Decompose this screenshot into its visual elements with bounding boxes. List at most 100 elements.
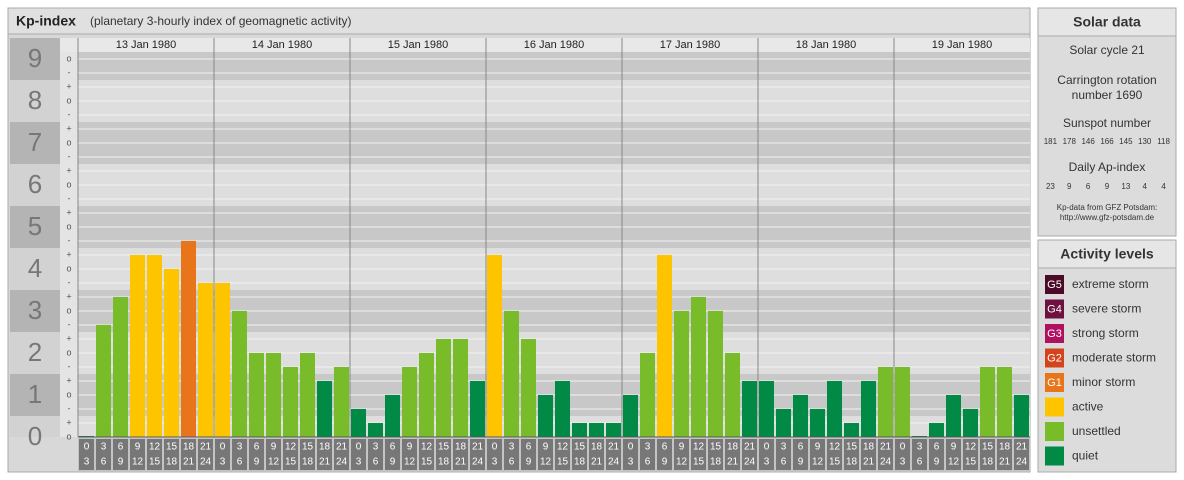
time-slot-end: 15 bbox=[557, 457, 569, 468]
y-tick-label: 0 bbox=[28, 421, 42, 451]
time-slot-end: 12 bbox=[404, 457, 416, 468]
kp-bar bbox=[929, 423, 944, 437]
kp-mark-band bbox=[60, 290, 78, 332]
time-slot-start: 6 bbox=[254, 442, 260, 453]
time-slot-box bbox=[300, 439, 315, 470]
legend-swatch bbox=[1045, 348, 1064, 368]
time-slot-box bbox=[793, 439, 808, 470]
sunspots-value: 178 bbox=[1063, 137, 1077, 146]
title-bar bbox=[7, 7, 1031, 35]
time-slot-box bbox=[419, 439, 434, 470]
time-slot-box bbox=[946, 439, 961, 470]
time-slot-end: 15 bbox=[965, 457, 977, 468]
kp-bar bbox=[861, 381, 876, 437]
kp-mark-label: o bbox=[66, 305, 71, 315]
sunspots-value: 118 bbox=[1157, 137, 1170, 146]
time-slot-end: 15 bbox=[285, 457, 297, 468]
kp-band bbox=[78, 416, 1030, 437]
time-slot-start: 9 bbox=[135, 442, 141, 453]
ap-value: 23 bbox=[1046, 182, 1055, 191]
time-slot-box bbox=[895, 439, 910, 470]
legend-badge: G1 bbox=[1047, 377, 1062, 389]
kp-bar bbox=[657, 255, 672, 437]
time-slot-box bbox=[487, 439, 502, 470]
time-slot-start: 12 bbox=[965, 442, 977, 453]
time-slot-end: 24 bbox=[200, 457, 212, 468]
time-slot-start: 15 bbox=[846, 442, 858, 453]
time-slot-box bbox=[742, 439, 757, 470]
legend-label: quiet bbox=[1072, 449, 1099, 463]
time-slot-end: 21 bbox=[999, 457, 1011, 468]
time-slot-end: 6 bbox=[645, 457, 651, 468]
ap-value: 13 bbox=[1121, 182, 1130, 191]
time-slot-end: 24 bbox=[744, 457, 756, 468]
date-label: 18 Jan 1980 bbox=[796, 39, 857, 51]
kp-mark-label: o bbox=[66, 137, 71, 147]
kp-bar bbox=[980, 366, 995, 437]
time-slot-end: 21 bbox=[455, 457, 467, 468]
time-slot-box bbox=[266, 439, 281, 470]
kp-bar bbox=[300, 353, 315, 437]
ap-value: 9 bbox=[1067, 182, 1072, 191]
time-slot-end: 6 bbox=[781, 457, 787, 468]
kp-mark-band bbox=[60, 374, 78, 416]
time-slot-start: 12 bbox=[421, 442, 433, 453]
time-slot-start: 12 bbox=[829, 442, 841, 453]
legend-label: active bbox=[1072, 400, 1104, 414]
time-slot-start: 21 bbox=[200, 442, 212, 453]
time-slot-end: 3 bbox=[628, 457, 634, 468]
kp-bar bbox=[997, 366, 1012, 437]
kp-bar bbox=[419, 353, 434, 437]
time-slot-box bbox=[912, 439, 927, 470]
solar-title: Solar data bbox=[1073, 14, 1141, 30]
kp-mark-label: o bbox=[66, 179, 71, 189]
kp-mark-label: o bbox=[66, 431, 71, 441]
time-slot-start: 0 bbox=[764, 442, 770, 453]
time-slot-end: 24 bbox=[608, 457, 620, 468]
ap-value: 4 bbox=[1161, 182, 1166, 191]
time-slot-start: 9 bbox=[407, 442, 413, 453]
kp-mark-band bbox=[60, 164, 78, 206]
kp-bar bbox=[232, 311, 247, 437]
kp-mark-label: o bbox=[66, 221, 71, 231]
time-slot-start: 15 bbox=[302, 442, 314, 453]
legend-swatch bbox=[1045, 275, 1064, 294]
kp-mark-label: + bbox=[66, 123, 71, 133]
kp-label-band bbox=[10, 80, 60, 122]
kp-bar bbox=[946, 395, 961, 437]
time-slot-end: 9 bbox=[118, 457, 124, 468]
time-slot-end: 18 bbox=[574, 457, 586, 468]
ap-value: 6 bbox=[1086, 182, 1091, 191]
time-slot-box bbox=[810, 439, 825, 470]
kp-bar bbox=[385, 395, 400, 437]
kp-mark-label: + bbox=[66, 333, 71, 343]
time-slot-start: 9 bbox=[815, 442, 821, 453]
time-slot-start: 15 bbox=[166, 442, 178, 453]
kp-mark-label: + bbox=[66, 81, 71, 91]
kp-mark-band bbox=[60, 206, 78, 248]
kp-bar bbox=[572, 423, 587, 437]
kp-bar bbox=[521, 339, 536, 437]
legend-label: unsettled bbox=[1072, 424, 1121, 438]
sunspot-title: Sunspot number bbox=[1063, 116, 1151, 130]
time-slot-box bbox=[130, 439, 145, 470]
kp-mark-band bbox=[60, 416, 78, 437]
time-slot-start: 15 bbox=[574, 442, 586, 453]
time-slot-box bbox=[708, 439, 723, 470]
legend-swatch bbox=[1045, 446, 1064, 466]
date-header bbox=[60, 38, 1030, 52]
kp-bar bbox=[215, 282, 230, 437]
y-tick-label: 7 bbox=[28, 127, 42, 157]
time-slot-end: 3 bbox=[764, 457, 770, 468]
time-slot-box bbox=[674, 439, 689, 470]
time-slot-end: 12 bbox=[132, 457, 144, 468]
y-tick-label: 9 bbox=[28, 43, 42, 73]
time-slot-end: 18 bbox=[846, 457, 858, 468]
kp-bar bbox=[164, 269, 179, 437]
kp-bar bbox=[895, 366, 910, 437]
kp-mark-label: + bbox=[66, 207, 71, 217]
kp-mark-label: + bbox=[66, 375, 71, 385]
time-slot-end: 15 bbox=[693, 457, 705, 468]
y-tick-label: 4 bbox=[28, 253, 42, 283]
time-slot-end: 24 bbox=[336, 457, 348, 468]
